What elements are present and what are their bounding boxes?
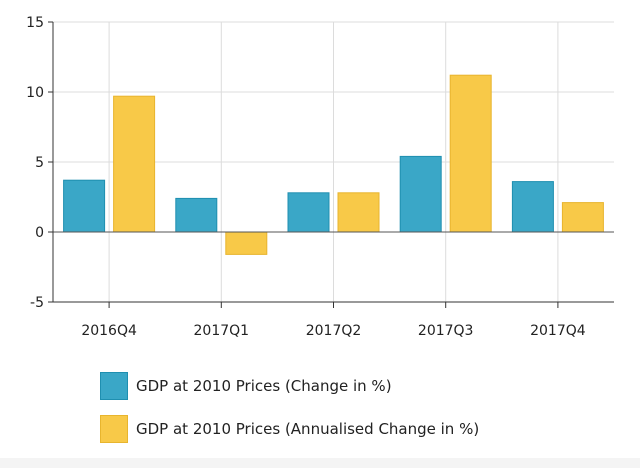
legend-item-change[interactable]: GDP at 2010 Prices (Change in %) [100, 372, 479, 400]
legend-label-annualised: GDP at 2010 Prices (Annualised Change in… [136, 420, 480, 438]
y-tick-label: 15 [26, 15, 44, 31]
bar-annualised-2017q2 [337, 192, 380, 233]
y-tick-label: 0 [35, 225, 44, 241]
bar-annualised-2016q4 [113, 95, 156, 233]
x-tick-label-2017q1: 2017Q1 [194, 323, 250, 339]
bar-annualised-2017q3 [449, 74, 492, 233]
legend-swatch-annualised [100, 415, 128, 443]
bar-chart: -5 0 5 10 15 2016Q4 2017Q1 2017Q2 2017Q3 2017Q4 [26, 15, 614, 339]
legend-swatch-change [100, 372, 128, 400]
legend-item-annualised[interactable]: GDP at 2010 Prices (Annualised Change in… [100, 415, 479, 443]
bar-change-2017q2 [287, 192, 330, 233]
x-tick-label-2017q3: 2017Q3 [418, 323, 474, 339]
tick-labels: -5 0 5 10 15 2016Q4 2017Q1 2017Q2 2017Q3 2017Q4 [26, 15, 586, 339]
bar-change-2017q3 [399, 155, 442, 233]
bottom-strip [0, 458, 640, 468]
y-tick-label: 10 [26, 85, 44, 101]
y-tick-label: 5 [35, 155, 44, 171]
bars [63, 74, 604, 255]
y-tick-label: -5 [30, 295, 44, 311]
legend: GDP at 2010 Prices (Change in %) GDP at … [100, 372, 479, 458]
axes [48, 21, 614, 308]
bar-annualised-2017q4 [561, 202, 604, 233]
bar-change-2016q4 [63, 179, 106, 233]
x-tick-label-2016q4: 2016Q4 [81, 323, 137, 339]
bar-change-2017q1 [175, 197, 218, 233]
bar-annualised-2017q1 [225, 231, 268, 255]
x-tick-label-2017q2: 2017Q2 [306, 323, 362, 339]
bar-change-2017q4 [511, 181, 554, 233]
x-tick-label-2017q4: 2017Q4 [530, 323, 586, 339]
legend-label-change: GDP at 2010 Prices (Change in %) [136, 377, 392, 395]
